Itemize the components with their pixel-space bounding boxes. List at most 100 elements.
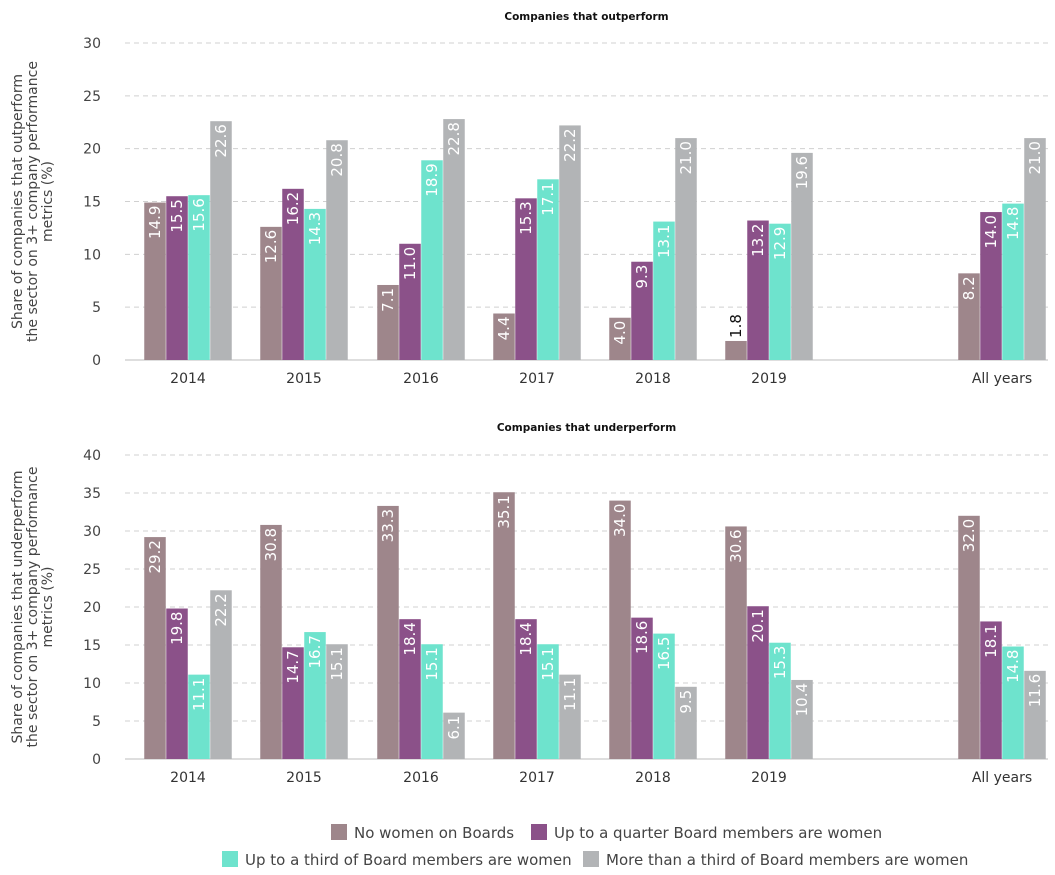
data-label: 33.3 (379, 509, 397, 542)
bar (631, 261, 653, 360)
bar (1024, 670, 1046, 759)
y-tick-label: 25 (83, 562, 101, 578)
bar (791, 679, 813, 759)
data-label: 34.0 (611, 504, 629, 537)
x-tick-label: 2019 (751, 371, 787, 387)
data-label: 14.8 (1004, 207, 1022, 240)
data-label: 14.9 (146, 206, 164, 239)
bar (304, 208, 326, 360)
data-label: 29.2 (146, 540, 164, 573)
x-tick-label: All years (972, 770, 1032, 786)
data-label: 21.0 (677, 141, 695, 174)
y-tick-label: 5 (92, 714, 101, 730)
data-label: 15.1 (539, 647, 557, 680)
data-label: 18.9 (423, 163, 441, 196)
y-axis-label-line: metrics (%) (40, 161, 56, 242)
bar (304, 632, 326, 759)
y-tick-label: 10 (83, 247, 101, 263)
y-axis-label-line: Share of companies that outperform (10, 74, 26, 329)
chart-title: Companies that outperform (504, 11, 668, 23)
bar (493, 313, 515, 360)
data-label: 20.1 (749, 609, 767, 642)
y-tick-label: 20 (83, 142, 101, 158)
data-label: 10.4 (793, 683, 811, 716)
data-label: 18.6 (633, 621, 651, 654)
bar (260, 524, 282, 759)
y-tick-label: 10 (83, 676, 101, 692)
bar (377, 284, 399, 360)
x-tick-label: 2019 (751, 770, 787, 786)
y-axis-label-line: the sector on 3+ company performance (25, 61, 41, 342)
bar (631, 617, 653, 759)
bar (958, 273, 980, 360)
data-label: 11.1 (561, 678, 579, 711)
bar (515, 198, 537, 360)
bar (769, 642, 791, 759)
data-label: 15.3 (517, 201, 535, 234)
y-tick-label: 0 (92, 752, 101, 768)
bar (559, 125, 581, 360)
bar (980, 212, 1002, 360)
data-label: 4.4 (495, 317, 513, 341)
legend: No women on Boards Up to a quarter Board … (222, 824, 968, 869)
legend-swatch (583, 851, 599, 867)
x-tick-label: 2015 (286, 770, 322, 786)
x-tick-label: 2014 (170, 371, 206, 387)
bar (537, 179, 559, 360)
x-tick-label: 2018 (635, 770, 671, 786)
bar (144, 537, 166, 759)
data-label: 9.5 (677, 690, 695, 714)
bar (326, 644, 348, 759)
data-label: 16.5 (655, 637, 673, 670)
bar (653, 221, 675, 360)
bar (493, 492, 515, 759)
bar (559, 674, 581, 759)
bar (609, 317, 631, 360)
bar (537, 644, 559, 759)
data-label: 11.1 (190, 678, 208, 711)
data-label: 22.2 (212, 593, 230, 626)
data-label: 9.3 (633, 265, 651, 289)
bar (399, 619, 421, 759)
bar (377, 505, 399, 759)
y-tick-label: 40 (83, 448, 101, 464)
bar (443, 119, 465, 360)
x-tick-label: All years (972, 371, 1032, 387)
data-label: 15.5 (168, 199, 186, 232)
bar (282, 647, 304, 759)
data-label: 14.8 (1004, 650, 1022, 683)
bar (791, 152, 813, 360)
data-label: 11.0 (401, 247, 419, 280)
y-tick-label: 25 (83, 89, 101, 105)
data-label: 6.1 (445, 716, 463, 740)
data-label: 7.1 (379, 288, 397, 312)
data-label: 18.1 (982, 624, 1000, 657)
bar (282, 188, 304, 360)
x-tick-label: 2017 (519, 371, 555, 387)
bar (421, 160, 443, 360)
bar (210, 121, 232, 361)
bar (166, 608, 188, 759)
legend-label: Up to a third of Board members are women (245, 851, 572, 869)
bar (421, 644, 443, 759)
x-tick-label: 2016 (403, 770, 439, 786)
bar (958, 515, 980, 759)
bar (260, 226, 282, 360)
bar (1002, 646, 1024, 759)
bar (769, 223, 791, 360)
data-label: 19.8 (168, 612, 186, 645)
bar (747, 220, 769, 360)
legend-label: More than a third of Board members are w… (606, 851, 968, 869)
y-axis-label: Share of companies that underperformthe … (10, 467, 56, 748)
data-label: 12.6 (262, 230, 280, 263)
bar (725, 340, 747, 360)
data-label: 22.6 (212, 124, 230, 157)
data-label: 35.1 (495, 495, 513, 528)
data-label: 15.3 (771, 646, 789, 679)
y-tick-label: 0 (92, 353, 101, 369)
data-label: 14.0 (982, 215, 1000, 248)
data-label: 13.2 (749, 224, 767, 257)
y-tick-label: 30 (83, 36, 101, 52)
